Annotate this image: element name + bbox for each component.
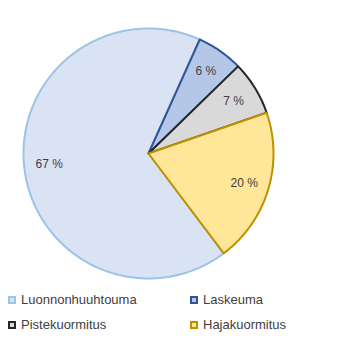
- svg-text:7 %: 7 %: [223, 94, 244, 108]
- html-text:Pistekuormitus: Pistekuormitus: [21, 317, 107, 332]
- svg-text:6 %: 6 %: [196, 64, 217, 78]
- svg-text:20 %: 20 %: [230, 176, 258, 190]
- svg-text:67 %: 67 %: [35, 157, 63, 171]
- html-text:Laskeuma: Laskeuma: [203, 292, 263, 307]
- html-text:Luonnonhuuhtouma: Luonnonhuuhtouma: [21, 292, 137, 307]
- html-text:Hajakuormitus: Hajakuormitus: [203, 317, 287, 332]
